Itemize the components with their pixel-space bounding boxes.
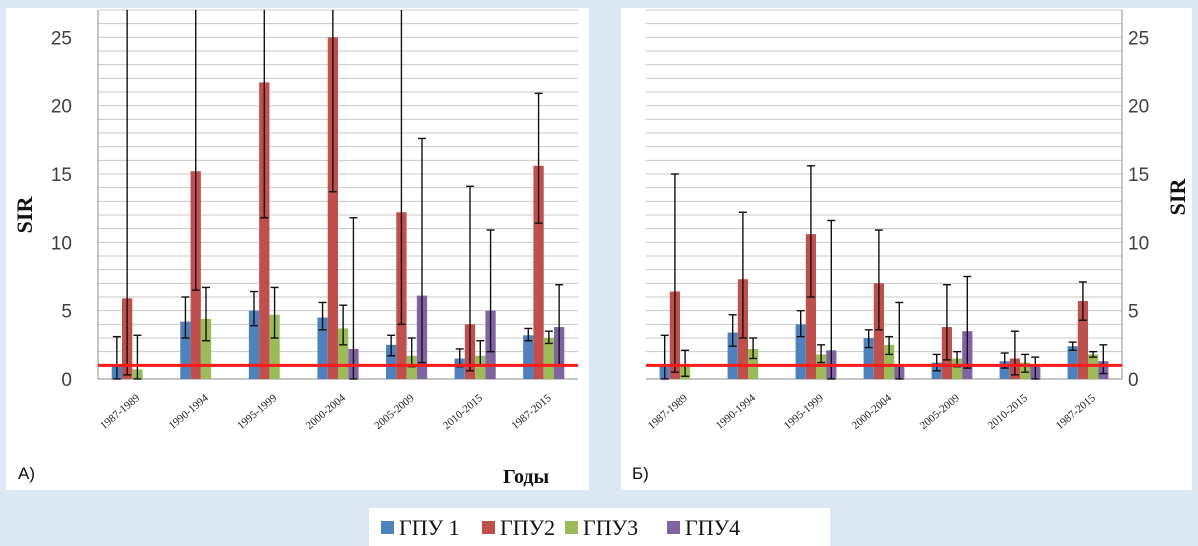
bar <box>180 321 191 379</box>
y-tick-label: 10 <box>1128 233 1149 254</box>
bar <box>338 328 349 379</box>
y-tick-label: 20 <box>51 97 72 118</box>
bar <box>952 358 963 379</box>
bar <box>795 324 806 379</box>
legend-box <box>369 508 830 546</box>
legend-item-label: ГПУ4 <box>685 515 740 540</box>
y-axis-label: SIR <box>12 196 37 234</box>
bar <box>873 283 884 379</box>
panel-b-background <box>621 8 1192 490</box>
bar <box>863 338 874 379</box>
bar <box>884 344 895 379</box>
legend-swatch <box>381 521 394 534</box>
legend-item-label: ГПУ 1 <box>399 515 460 540</box>
bar <box>248 310 260 379</box>
bar <box>200 318 212 379</box>
legend: ГПУ 1 ГПУ2 ГПУ3 ГПУ4 <box>381 515 740 540</box>
bar <box>1077 301 1088 379</box>
bar <box>523 335 534 379</box>
y-tick-label: 10 <box>51 233 72 254</box>
bar <box>533 165 544 379</box>
legend-item-label: ГПУ2 <box>500 515 555 540</box>
bar <box>475 355 486 379</box>
panel-b-label: Б) <box>632 464 649 483</box>
legend-item-label: ГПУ3 <box>583 515 638 540</box>
legend-swatch <box>482 521 495 534</box>
bar <box>327 37 338 379</box>
bar <box>454 358 465 379</box>
bar <box>727 332 738 379</box>
bar <box>386 344 397 379</box>
y-axis-label: SIR <box>1165 178 1190 216</box>
legend-swatch <box>565 521 578 534</box>
bar <box>805 234 816 379</box>
y-tick-label: 15 <box>51 165 72 186</box>
y-tick-label: 15 <box>1128 165 1149 186</box>
panel-a-label: А) <box>18 464 35 483</box>
bar <box>317 317 328 379</box>
bar <box>543 338 554 379</box>
y-tick-label: 0 <box>1128 370 1139 391</box>
bar <box>269 314 280 379</box>
y-tick-label: 0 <box>61 370 72 391</box>
panel-a-background <box>6 8 589 490</box>
y-tick-label: 20 <box>1128 97 1149 118</box>
bar <box>999 361 1010 379</box>
y-tick-label: 25 <box>1128 28 1149 49</box>
y-tick-label: 5 <box>61 302 72 323</box>
bar <box>259 82 270 379</box>
y-tick-label: 5 <box>1128 302 1139 323</box>
legend-swatch <box>667 521 680 534</box>
y-tick-label: 25 <box>51 28 72 49</box>
bar <box>1067 346 1078 379</box>
panel-a-x-axis-label: Годы <box>503 466 550 488</box>
